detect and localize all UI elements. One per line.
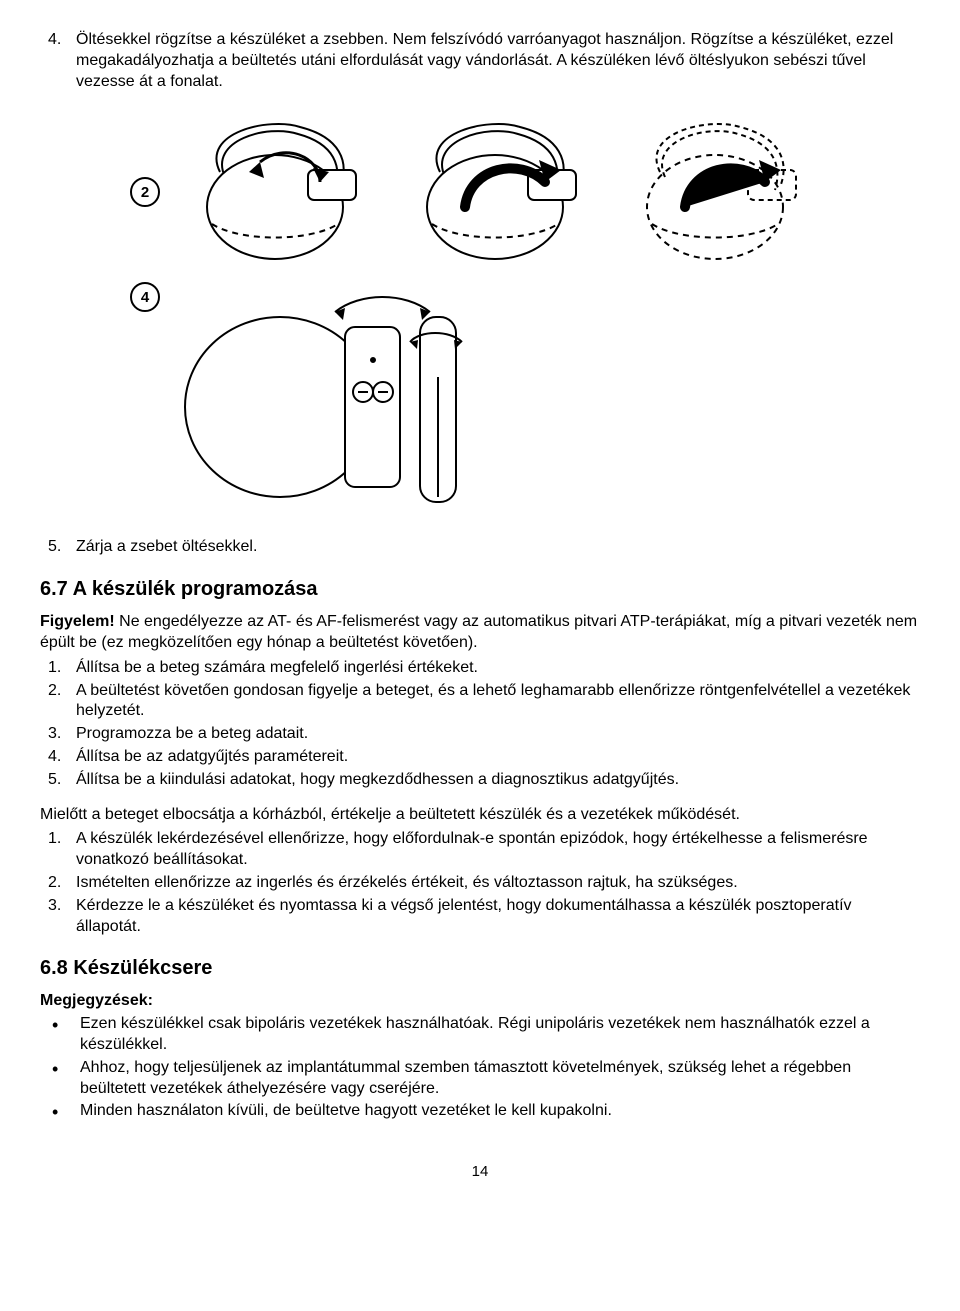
list-item: 1.Állítsa be a beteg számára megfelelő i… — [40, 658, 920, 679]
list-item-text: Állítsa be a kiindulási adatokat, hogy m… — [76, 770, 920, 791]
list-item-number: 5. — [40, 770, 76, 791]
list-item-text: A beültetést követően gondosan figyelje … — [76, 681, 920, 723]
list-item-text: Állítsa be az adatgyűjtés paramétereit. — [76, 747, 920, 768]
list-item-text: A készülék lekérdezésével ellenőrizze, h… — [76, 829, 920, 871]
list-item-text: Állítsa be a beteg számára megfelelő ing… — [76, 658, 920, 679]
bullet-dot-icon: • — [40, 1101, 80, 1122]
list-item: 2.Ismételten ellenőrizze az ingerlés és … — [40, 873, 920, 894]
bullet-item: •Ezen készülékkel csak bipoláris vezeték… — [40, 1014, 920, 1056]
bullet-item: •Ahhoz, hogy teljesüljenek az implantátu… — [40, 1058, 920, 1100]
figure-label-2: 2 — [130, 177, 160, 207]
list-item-number: 1. — [40, 829, 76, 871]
list-item-number: 1. — [40, 658, 76, 679]
list-item: 1.A készülék lekérdezésével ellenőrizze,… — [40, 829, 920, 871]
device-rotate-illustration-1 — [190, 112, 380, 272]
list-item-number: 2. — [40, 681, 76, 723]
page-number: 14 — [40, 1162, 920, 1182]
figure-label-4: 4 — [130, 282, 160, 312]
list-item-number: 3. — [40, 896, 76, 938]
list-item-number: 4. — [40, 747, 76, 768]
list-item: 5.Állítsa be a kiindulási adatokat, hogy… — [40, 770, 920, 791]
list-item: 2.A beültetést követően gondosan figyelj… — [40, 681, 920, 723]
list-item-text: Ismételten ellenőrizze az ingerlés és ér… — [76, 873, 920, 894]
step-5-text: Zárja a zsebet öltésekkel. — [76, 537, 920, 558]
list-6-7b: 1.A készülék lekérdezésével ellenőrizze,… — [40, 829, 920, 937]
list-6-7: 1.Állítsa be a beteg számára megfelelő i… — [40, 658, 920, 791]
list-item-number: 3. — [40, 724, 76, 745]
notes-6-8-label: Megjegyzések: — [40, 991, 920, 1012]
warning-label: Figyelem! — [40, 613, 115, 630]
device-rotate-illustration-2 — [410, 112, 600, 272]
step-5: 5. Zárja a zsebet öltésekkel. — [40, 537, 920, 558]
figure-row-2: 4 — [130, 282, 920, 512]
paragraph-6-7b: Mielőtt a beteget elbocsátja a kórházból… — [40, 805, 920, 826]
warning-6-7: Figyelem! Ne engedélyezze az AT- és AF-f… — [40, 612, 920, 654]
notes-6-8-list: •Ezen készülékkel csak bipoláris vezeték… — [40, 1014, 920, 1122]
device-front-illustration — [170, 282, 530, 512]
bullet-item: •Minden használaton kívüli, de beültetve… — [40, 1101, 920, 1122]
list-item: 3.Programozza be a beteg adatait. — [40, 724, 920, 745]
list-item: 3.Kérdezze le a készüléket és nyomtassa … — [40, 896, 920, 938]
bullet-text: Ezen készülékkel csak bipoláris vezetéke… — [80, 1014, 920, 1056]
list-item: 4.Állítsa be az adatgyűjtés paramétereit… — [40, 747, 920, 768]
warning-text: Ne engedélyezze az AT- és AF-felismerést… — [40, 613, 917, 651]
step-4-text: Öltésekkel rögzítse a készüléket a zsebb… — [76, 30, 920, 92]
list-item-text: Kérdezze le a készüléket és nyomtassa ki… — [76, 896, 920, 938]
bullet-text: Minden használaton kívüli, de beültetve … — [80, 1101, 920, 1122]
step-4: 4. Öltésekkel rögzítse a készüléket a zs… — [40, 30, 920, 92]
figure-row-1: 2 — [130, 112, 920, 272]
device-rotate-illustration-3 — [630, 112, 820, 272]
step-5-number: 5. — [40, 537, 76, 558]
step-4-number: 4. — [40, 30, 76, 92]
section-6-7-heading: 6.7 A készülék programozása — [40, 576, 920, 602]
bullet-dot-icon: • — [40, 1014, 80, 1056]
list-item-text: Programozza be a beteg adatait. — [76, 724, 920, 745]
bullet-dot-icon: • — [40, 1058, 80, 1100]
list-item-number: 2. — [40, 873, 76, 894]
bullet-text: Ahhoz, hogy teljesüljenek az implantátum… — [80, 1058, 920, 1100]
section-6-8-heading: 6.8 Készülékcsere — [40, 955, 920, 981]
